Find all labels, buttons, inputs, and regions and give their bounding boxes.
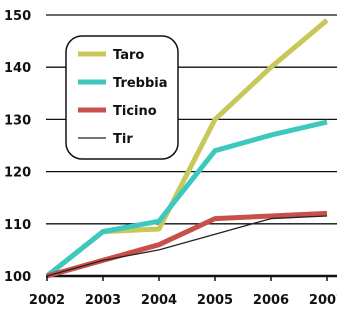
y-tick-label: 140 (4, 61, 31, 76)
x-tick-label: 2004 (141, 293, 177, 308)
legend-label-ticino: Ticino (113, 104, 157, 119)
x-tick-label: 2002 (29, 293, 65, 308)
y-tick-label: 100 (4, 270, 31, 285)
legend: Taro Trebbia Ticino Tir (66, 36, 178, 159)
x-tick-label: 2007 (309, 293, 337, 308)
y-tick-label: 130 (4, 113, 31, 128)
x-tick-label: 2005 (197, 293, 233, 308)
legend-label-tir: Tir (113, 132, 133, 147)
x-tick-label: 2003 (85, 293, 121, 308)
y-tick-label: 110 (4, 218, 31, 233)
y-tick-label: 120 (4, 166, 31, 181)
legend-label-taro: Taro (113, 48, 144, 63)
series-line-tir (47, 216, 327, 276)
x-tick-label: 2006 (253, 293, 289, 308)
y-tick-label: 150 (4, 9, 31, 24)
legend-label-trebbia: Trebbia (113, 76, 168, 91)
